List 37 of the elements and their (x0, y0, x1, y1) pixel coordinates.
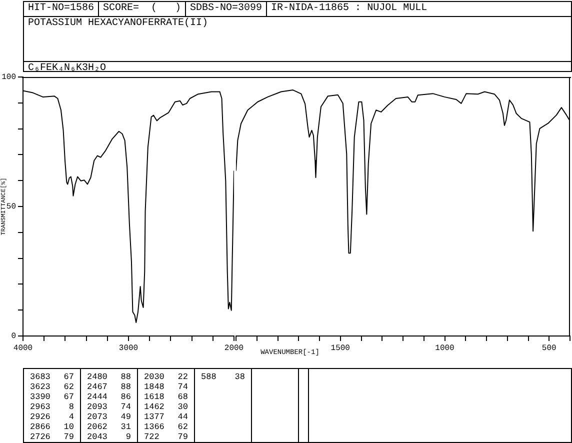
text: 3623 62 (30, 382, 74, 392)
y-tick-label: 0 (11, 332, 16, 342)
text: 2444 86 (87, 392, 131, 402)
text: SCORE= ( ) (99, 2, 186, 16)
text: HIT-NO=1586 (24, 2, 100, 16)
text: 1848 74 (144, 382, 188, 392)
text: 3390 67 (30, 392, 74, 402)
text: 2043 9 (87, 432, 131, 442)
text: 588 38 (201, 372, 245, 382)
text: 1618 68 (144, 392, 188, 402)
text: 722 79 (144, 432, 188, 442)
text: 2467 88 (87, 382, 131, 392)
text: 2926 4 (30, 412, 74, 422)
text: 2480 88 (87, 372, 131, 382)
text: 1377 44 (144, 412, 188, 422)
text: 1366 62 (144, 422, 188, 432)
x-tick-label: 1500 (330, 344, 350, 353)
x-tick-label: 1000 (435, 344, 455, 353)
y-tick-label: 100 (2, 73, 16, 82)
chart-subtitle: C₆FEK₄N₆K3H₂O (27, 62, 108, 75)
text: 2062 31 (87, 422, 131, 432)
text: 2726 79 (30, 432, 74, 442)
text: 2963 8 (30, 402, 74, 412)
chart-title: POTASSIUM HEXACYANOFERRATE(II) (24, 17, 571, 62)
x-tick-label: 4000 (13, 344, 33, 353)
x-tick-label: 3000 (118, 344, 138, 353)
text: 2030 22 (144, 372, 188, 382)
text: 1462 30 (144, 402, 188, 412)
text: 2866 10 (30, 422, 74, 432)
text: 2073 49 (87, 412, 131, 422)
text: 2093 74 (87, 402, 131, 412)
text: SDBS-NO=3099 (186, 2, 268, 16)
y-tick-label: 50 (6, 202, 16, 212)
text: IR-NIDA-11865 : NUJOL MULL (270, 2, 428, 16)
x-tick-label: 2000 (224, 344, 244, 353)
x-tick-label: 500 (542, 344, 557, 353)
text: 3683 67 (30, 372, 74, 382)
